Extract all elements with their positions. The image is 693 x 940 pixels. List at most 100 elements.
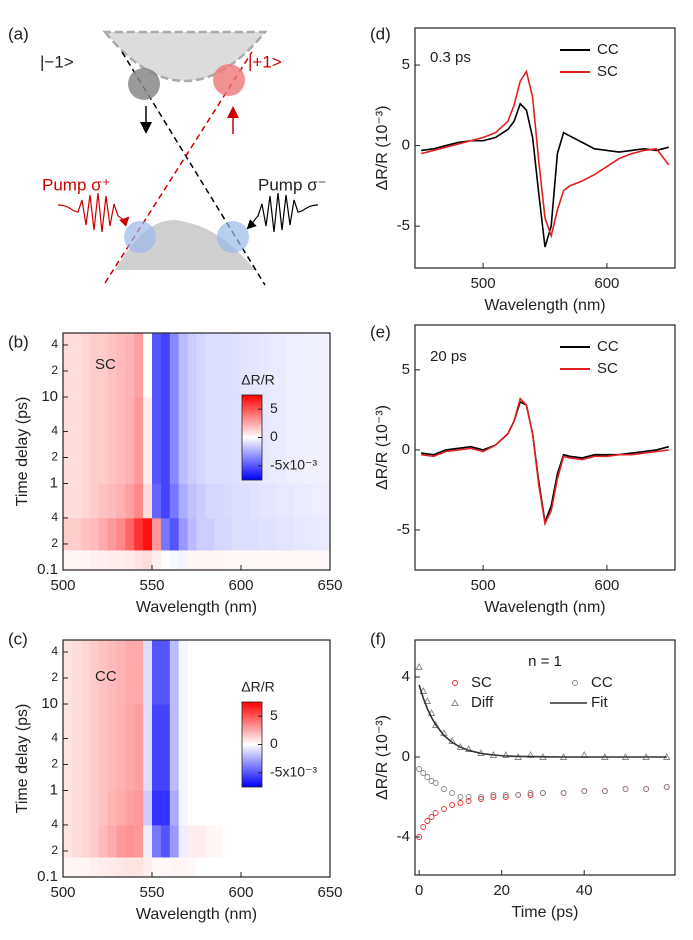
colorbar-tick-label: -5x10⁻³ <box>270 764 317 780</box>
heatmap-cell <box>258 824 269 858</box>
heatmap-cell <box>249 550 260 570</box>
heatmap-cell <box>223 333 233 398</box>
heatmap-cell <box>152 333 162 398</box>
heatmap-cell <box>71 397 82 484</box>
data-point <box>432 780 439 786</box>
heatmap-cell <box>214 640 224 705</box>
heatmap-cell <box>267 517 277 551</box>
state-label: |−1> <box>40 52 74 71</box>
plot-area <box>421 397 670 527</box>
heatmap-cell <box>169 824 180 858</box>
data-point <box>478 794 484 800</box>
heatmap-cell <box>143 550 153 570</box>
heatmap-cell <box>267 333 277 398</box>
heatmap-cell <box>232 550 242 570</box>
heatmap-cell <box>196 824 206 858</box>
heatmap-cell <box>107 857 117 877</box>
heatmap-cell <box>107 483 117 519</box>
x-tick-label: 600 <box>594 577 619 594</box>
heatmap-cell <box>312 397 322 484</box>
heatmap-cell <box>80 640 91 705</box>
colorbar-tick-label: 0 <box>270 428 278 444</box>
data-point <box>502 792 509 798</box>
heatmap-cell <box>63 824 73 858</box>
heatmap-cell <box>321 333 330 398</box>
data-point <box>432 810 439 816</box>
heatmap-cell <box>285 824 295 858</box>
heatmap-cell <box>205 704 215 791</box>
heatmap-cell <box>80 333 91 398</box>
annotation: CC <box>95 668 117 685</box>
heatmap-cell <box>223 704 233 791</box>
heatmap-cell <box>89 517 99 551</box>
x-axis-title: Wavelength (nm) <box>136 599 257 616</box>
heatmap-cell <box>321 824 330 858</box>
data-point <box>415 663 423 670</box>
heatmap-cell <box>303 790 313 826</box>
heatmap-cell <box>223 857 233 877</box>
heatmap-cell <box>169 550 180 570</box>
data-line <box>421 400 670 526</box>
heatmap-cell <box>205 483 215 519</box>
heatmap-cell <box>258 550 269 570</box>
heatmap-cell <box>312 333 322 398</box>
heatmap-cell <box>303 550 313 570</box>
heatmap-cell <box>258 397 269 484</box>
heatmap-cell <box>178 517 188 551</box>
y-tick-label: 5 <box>402 361 410 378</box>
heatmap-cell <box>160 517 171 551</box>
legend-label: CC <box>597 338 619 355</box>
heatmap-cell <box>80 790 91 826</box>
legend-swatch <box>572 680 578 686</box>
heatmap-cell <box>116 397 126 484</box>
heatmap-cell <box>258 790 269 826</box>
panel-label: (f) <box>370 629 386 648</box>
heatmap-cell <box>258 857 269 877</box>
heatmap-cell <box>303 397 313 484</box>
heatmap-cell <box>152 824 162 858</box>
y-tick-label: 4 <box>51 510 58 524</box>
axes-frame <box>62 639 331 878</box>
data-point <box>465 798 472 804</box>
heatmap-cell <box>178 333 188 398</box>
data-point <box>440 806 447 812</box>
heatmap-cell <box>116 704 126 791</box>
heatmap-cell <box>134 790 144 826</box>
heatmap-cell <box>178 397 188 484</box>
heatmap-cell <box>258 640 269 705</box>
heatmap-cell <box>125 550 135 570</box>
y-tick-label: -5 <box>397 217 410 234</box>
y-axis-title: ΔR/R (10⁻³) <box>374 715 391 800</box>
heatmap-cell <box>267 397 277 484</box>
data-point <box>464 745 473 752</box>
heatmap-cell <box>178 550 188 570</box>
legend-label: SC <box>597 360 618 377</box>
data-point <box>527 792 534 798</box>
heatmap-cell <box>196 640 206 705</box>
heatmap-cell <box>321 640 330 705</box>
heatmap-cell <box>321 790 330 826</box>
heatmap-cell <box>312 857 322 877</box>
x-axis-title: Time (ps) <box>512 904 579 921</box>
heatmap-cell <box>294 517 304 551</box>
heatmap-cell <box>285 857 295 877</box>
heatmap-cell <box>178 640 188 705</box>
heatmap-cell <box>107 333 117 398</box>
heatmap-cell <box>249 483 260 519</box>
heatmap-cell <box>276 397 286 484</box>
heatmap-cell <box>267 640 277 705</box>
heatmap-cell <box>152 517 162 551</box>
heatmap-cell <box>187 704 197 791</box>
heatmap-cell <box>169 333 180 398</box>
heatmap-cell <box>152 640 162 705</box>
heatmap-cell <box>125 824 135 858</box>
heatmap-cell <box>241 333 251 398</box>
heatmap-cell <box>223 824 233 858</box>
y-tick-label: 2 <box>51 536 58 550</box>
heatmap-cell <box>98 333 108 398</box>
y-tick-label: -5 <box>397 521 410 538</box>
heatmap-cell <box>214 397 224 484</box>
x-tick-label: 550 <box>139 577 164 594</box>
heatmap-cell <box>63 640 73 705</box>
heatmap-cell <box>116 824 126 858</box>
